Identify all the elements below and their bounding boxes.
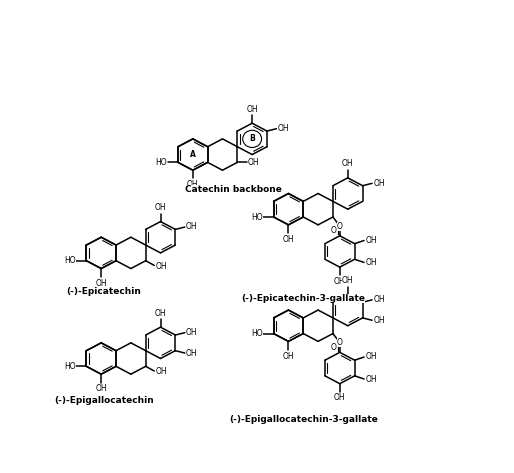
Text: OH: OH xyxy=(283,351,294,360)
Text: (-)-Epicatechin: (-)-Epicatechin xyxy=(67,287,141,296)
Text: OH: OH xyxy=(246,105,258,114)
Text: OH: OH xyxy=(365,375,377,384)
Text: HO: HO xyxy=(252,329,263,338)
Text: OH: OH xyxy=(156,368,167,377)
Text: OH: OH xyxy=(278,124,289,133)
Text: OH: OH xyxy=(248,158,260,167)
Text: HO: HO xyxy=(252,212,263,221)
Text: OH: OH xyxy=(96,385,107,394)
Text: OH: OH xyxy=(155,203,167,212)
Text: OH: OH xyxy=(373,295,385,304)
Text: O: O xyxy=(337,339,343,348)
Text: A: A xyxy=(190,150,196,159)
Text: OH: OH xyxy=(156,262,167,271)
Text: O: O xyxy=(337,222,343,231)
Text: (-)-Epigallocatechin-3-gallate: (-)-Epigallocatechin-3-gallate xyxy=(229,415,378,424)
Text: OH: OH xyxy=(373,178,385,187)
Text: OH: OH xyxy=(96,279,107,288)
Text: OH: OH xyxy=(187,180,198,189)
Text: HO: HO xyxy=(64,256,76,265)
Text: OH: OH xyxy=(186,328,197,337)
Text: OH: OH xyxy=(365,258,377,267)
Text: OH: OH xyxy=(342,276,354,285)
Text: OH: OH xyxy=(283,235,294,244)
Text: HO: HO xyxy=(155,158,167,167)
Text: Catechin backbone: Catechin backbone xyxy=(185,185,282,194)
Text: OH: OH xyxy=(342,159,354,168)
Text: OH: OH xyxy=(334,277,345,286)
Text: OH: OH xyxy=(365,236,377,245)
Text: OH: OH xyxy=(365,352,377,361)
Text: HO: HO xyxy=(64,362,76,371)
Text: OH: OH xyxy=(334,393,345,402)
Text: O: O xyxy=(331,226,336,235)
Text: (-)-Epicatechin-3-gallate: (-)-Epicatechin-3-gallate xyxy=(241,295,365,304)
Text: (-)-Epigallocatechin: (-)-Epigallocatechin xyxy=(54,396,154,405)
Text: B: B xyxy=(249,134,255,143)
Text: OH: OH xyxy=(186,222,197,231)
Text: O: O xyxy=(331,343,336,352)
Text: OH: OH xyxy=(155,309,167,318)
Text: OH: OH xyxy=(186,349,197,358)
Text: OH: OH xyxy=(373,316,385,325)
